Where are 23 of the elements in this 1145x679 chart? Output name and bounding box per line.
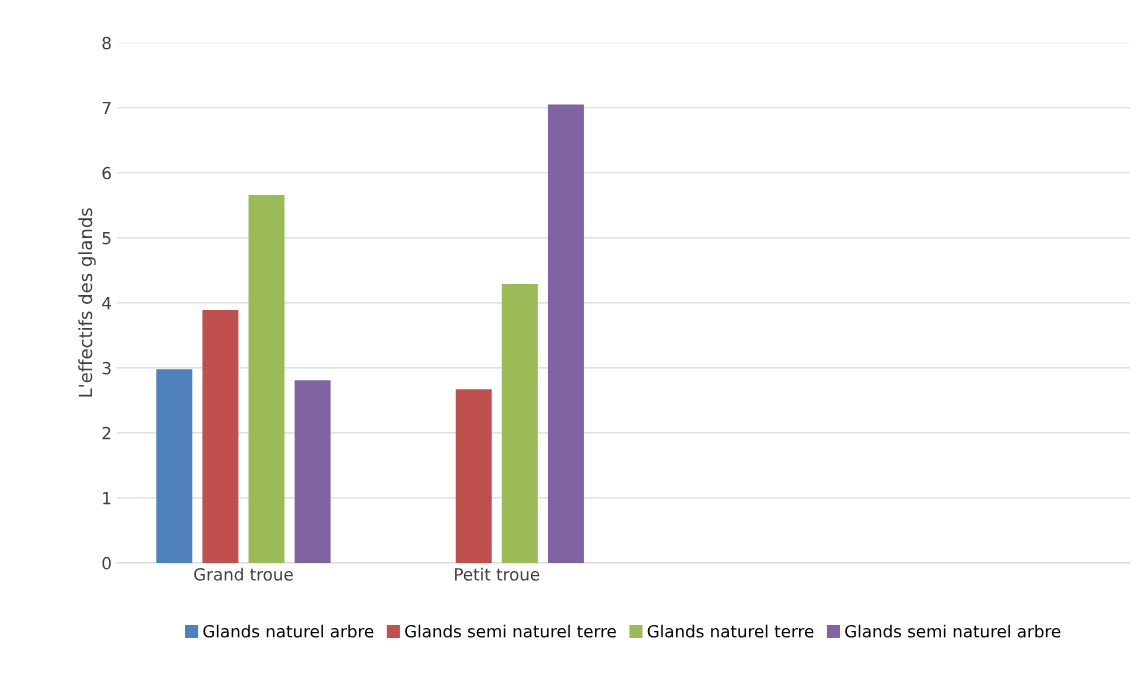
y-tick-label: 2 (102, 426, 111, 440)
y-tick-label: 7 (102, 101, 111, 115)
y-axis-title: L'effectifs des glands (78, 208, 96, 397)
y-tick-label: 6 (102, 166, 111, 180)
bar (202, 309, 239, 563)
x-tick-label: Petit troue (455, 567, 540, 581)
legend-label: Glands naturel arbre (203, 624, 374, 638)
bar (501, 283, 538, 563)
x-tick-label: Grand troue (194, 567, 293, 581)
y-tick-label: 4 (102, 297, 111, 310)
bar (294, 380, 331, 563)
y-tick-label: 1 (103, 492, 111, 505)
bar (156, 369, 193, 563)
y-tick-label: 8 (102, 36, 111, 50)
legend-label: Glands semi naturel arbre (845, 624, 1061, 638)
bar (248, 194, 285, 563)
bar (455, 389, 492, 563)
bar (547, 104, 584, 563)
legend-label: Glands naturel terre (647, 624, 814, 638)
y-tick-label: 5 (102, 232, 111, 245)
y-tick-label: 0 (102, 556, 111, 570)
y-tick-label: 3 (102, 361, 111, 375)
legend-label: Glands semi naturel terre (405, 624, 616, 638)
